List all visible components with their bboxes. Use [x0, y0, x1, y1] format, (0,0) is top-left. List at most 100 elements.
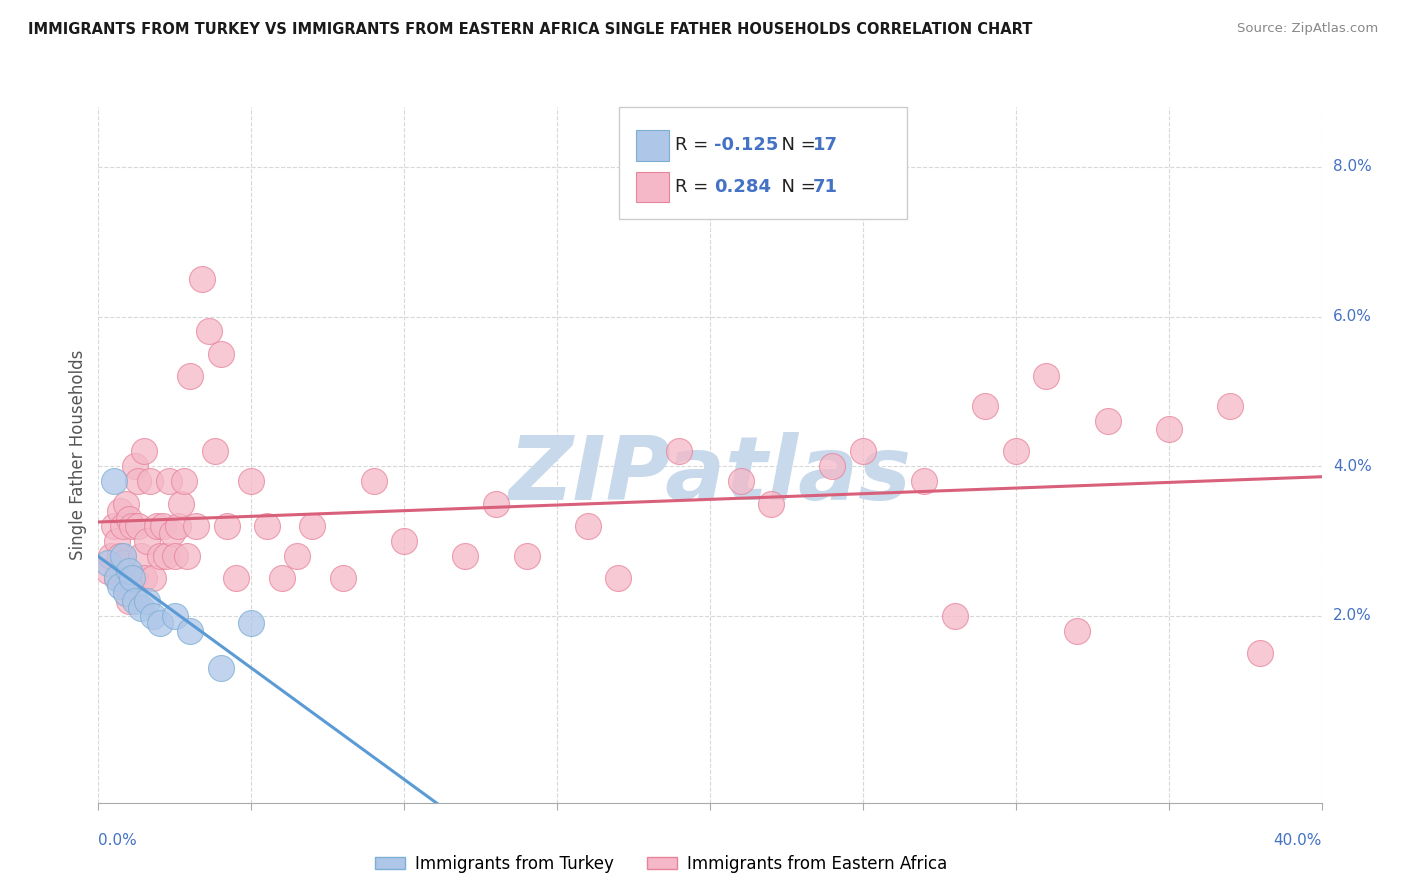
Point	[170, 497, 193, 511]
Point	[97, 564, 120, 578]
Point	[111, 519, 134, 533]
Text: 4.0%: 4.0%	[1333, 458, 1371, 474]
Point	[155, 549, 177, 563]
Point	[100, 549, 122, 563]
Point	[118, 511, 141, 525]
Text: ZIPatlas: ZIPatlas	[509, 433, 911, 519]
Point	[1066, 624, 1088, 638]
Text: 40.0%: 40.0%	[1274, 833, 1322, 848]
Point	[127, 519, 149, 533]
Point	[118, 594, 141, 608]
Point	[256, 519, 278, 533]
Point	[115, 497, 138, 511]
Point	[139, 474, 162, 488]
Point	[167, 519, 190, 533]
Point	[121, 571, 143, 585]
Text: 0.284: 0.284	[714, 178, 772, 196]
Point	[129, 549, 152, 563]
Point	[145, 519, 167, 533]
Point	[1219, 399, 1241, 413]
Point	[111, 549, 134, 563]
Point	[105, 571, 128, 585]
Text: N =: N =	[770, 136, 823, 154]
Point	[759, 497, 782, 511]
Point	[103, 519, 125, 533]
Point	[105, 571, 128, 585]
Point	[821, 459, 844, 474]
Text: -0.125: -0.125	[714, 136, 779, 154]
Point	[97, 557, 120, 571]
Point	[115, 586, 138, 600]
Point	[225, 571, 247, 585]
Point	[108, 504, 131, 518]
Point	[163, 549, 186, 563]
Point	[118, 564, 141, 578]
Text: Source: ZipAtlas.com: Source: ZipAtlas.com	[1237, 22, 1378, 36]
Point	[157, 474, 180, 488]
Point	[204, 444, 226, 458]
Point	[160, 526, 183, 541]
Point	[301, 519, 323, 533]
Text: 2.0%: 2.0%	[1333, 608, 1371, 624]
Point	[134, 444, 156, 458]
Point	[108, 549, 131, 563]
Point	[124, 594, 146, 608]
Point	[392, 533, 416, 548]
Point	[176, 549, 198, 563]
Point	[124, 571, 146, 585]
Point	[270, 571, 292, 585]
Point	[136, 594, 159, 608]
Point	[186, 519, 208, 533]
Point	[134, 571, 156, 585]
Point	[974, 399, 997, 413]
Point	[576, 519, 599, 533]
Point	[179, 624, 201, 638]
Point	[1035, 369, 1057, 384]
Point	[240, 474, 263, 488]
Point	[136, 533, 159, 548]
Text: IMMIGRANTS FROM TURKEY VS IMMIGRANTS FROM EASTERN AFRICA SINGLE FATHER HOUSEHOLD: IMMIGRANTS FROM TURKEY VS IMMIGRANTS FRO…	[28, 22, 1032, 37]
Point	[197, 325, 219, 339]
Point	[149, 616, 172, 631]
Point	[1004, 444, 1026, 458]
Point	[121, 519, 143, 533]
Point	[142, 571, 165, 585]
Point	[454, 549, 477, 563]
Text: 6.0%: 6.0%	[1333, 309, 1372, 324]
Point	[124, 459, 146, 474]
Point	[1249, 646, 1271, 660]
Point	[215, 519, 238, 533]
Text: 8.0%: 8.0%	[1333, 160, 1371, 175]
Point	[1097, 414, 1119, 428]
Point	[129, 601, 152, 615]
Point	[607, 571, 630, 585]
Point	[332, 571, 354, 585]
Point	[152, 519, 174, 533]
Point	[852, 444, 875, 458]
Point	[191, 272, 214, 286]
Point	[485, 497, 508, 511]
Point	[668, 444, 690, 458]
Text: R =: R =	[675, 136, 714, 154]
Point	[516, 549, 538, 563]
Text: 17: 17	[813, 136, 838, 154]
Point	[943, 608, 966, 623]
Text: 0.0%: 0.0%	[98, 833, 138, 848]
Point	[1157, 422, 1180, 436]
Point	[149, 549, 172, 563]
Point	[163, 608, 186, 623]
Point	[115, 579, 138, 593]
Point	[103, 474, 125, 488]
Point	[105, 533, 128, 548]
Text: 71: 71	[813, 178, 838, 196]
Point	[730, 474, 752, 488]
Point	[179, 369, 201, 384]
Point	[108, 579, 131, 593]
Point	[240, 616, 263, 631]
Y-axis label: Single Father Households: Single Father Households	[69, 350, 87, 560]
Point	[111, 557, 134, 571]
Point	[127, 474, 149, 488]
Legend: Immigrants from Turkey, Immigrants from Eastern Africa: Immigrants from Turkey, Immigrants from …	[368, 848, 953, 880]
Point	[209, 661, 232, 675]
Text: R =: R =	[675, 178, 714, 196]
